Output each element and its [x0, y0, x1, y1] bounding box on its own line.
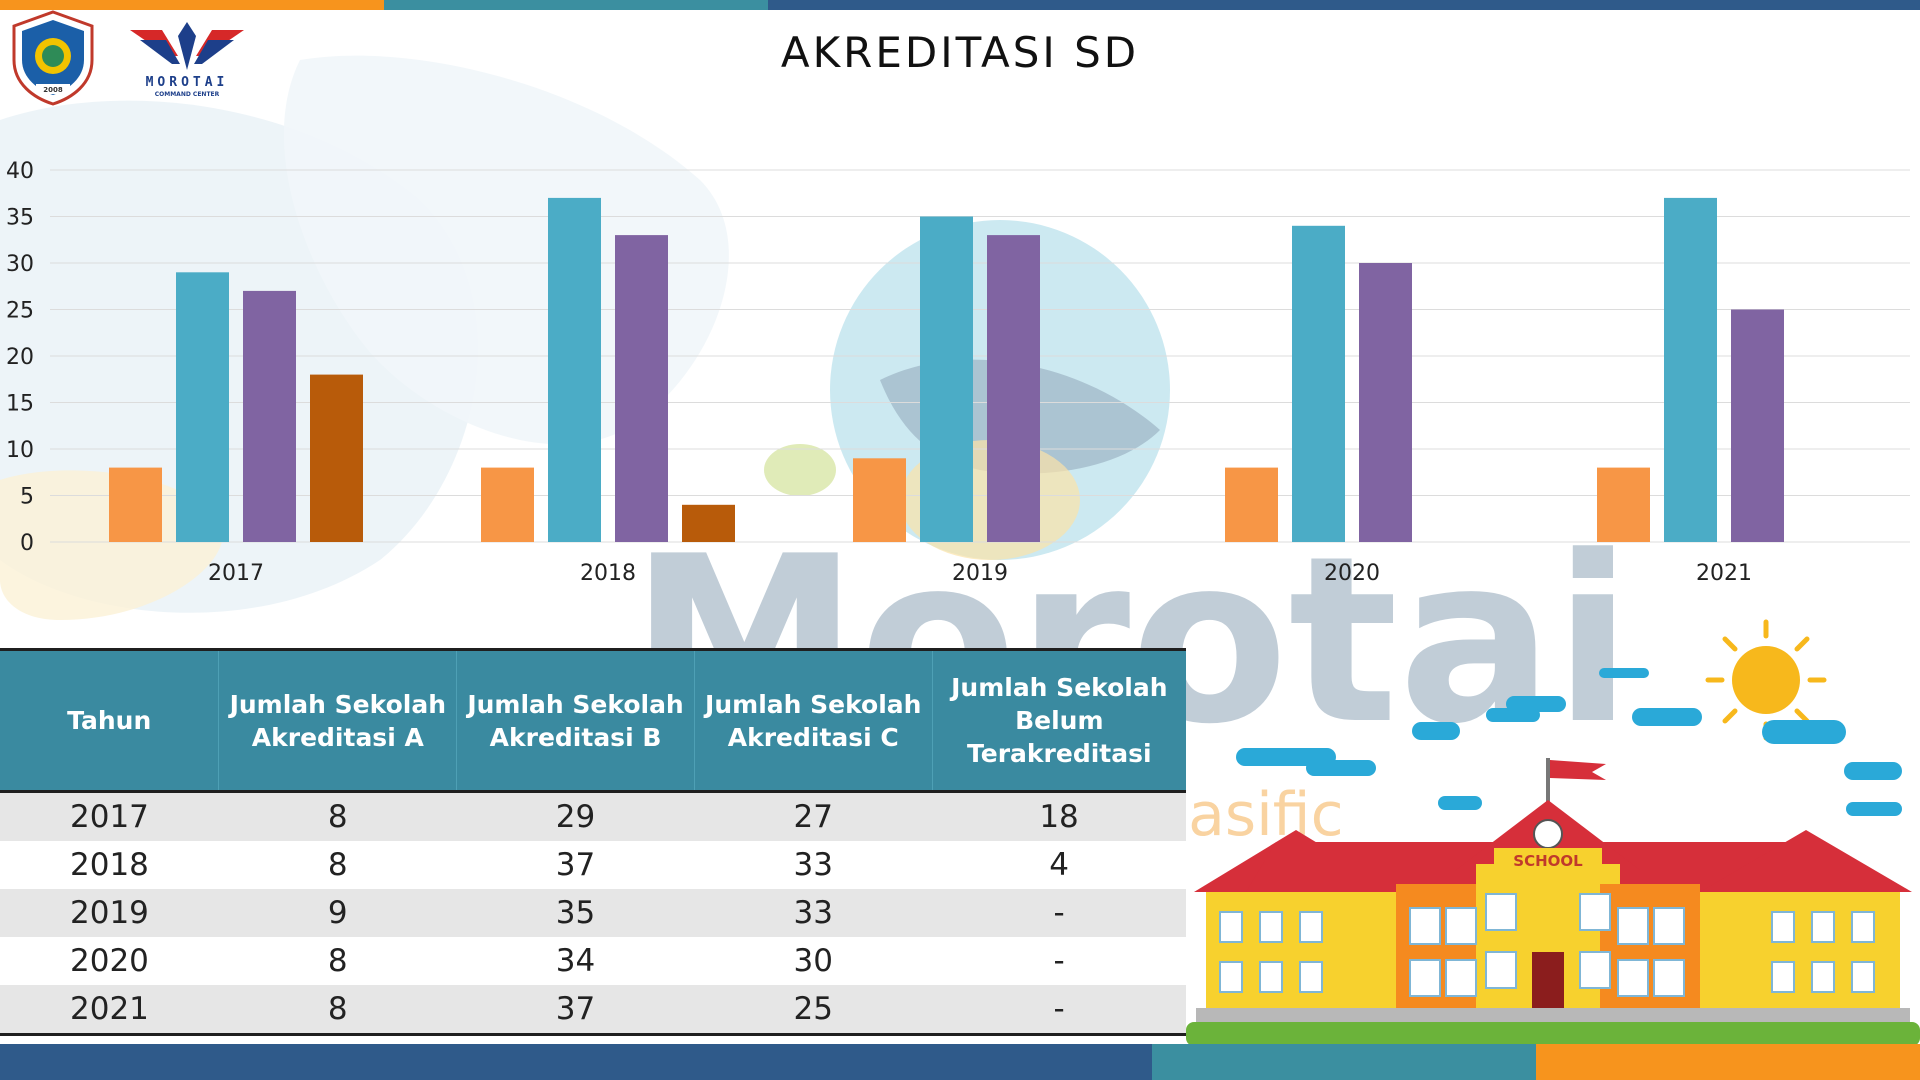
header-akreditasi-b: Jumlah Sekolah Akreditasi B: [456, 649, 695, 792]
accreditation-table: Tahun Jumlah Sekolah Akreditasi A Jumlah…: [0, 648, 1186, 1036]
bar: [682, 504, 735, 542]
y-tick-label: 15: [6, 392, 34, 417]
table-row: 2020 8 34 30 -: [0, 937, 1186, 985]
cell-belum: -: [1053, 943, 1065, 979]
logo-brand-subtext: COMMAND CENTER: [155, 91, 220, 98]
school-sign-text: SCHOOL: [1513, 852, 1583, 870]
table-row: 2018 8 37 33 4: [0, 841, 1186, 889]
cell-tahun: 2018: [70, 847, 149, 883]
accreditation-bar-chart: 0 5 10 15 20 25 30 35 40 2017 2018 2019 2020 2021: [6, 159, 1910, 586]
bar: [987, 235, 1040, 542]
cell-akreditasi-c: 30: [793, 943, 833, 979]
bar: [1359, 263, 1412, 542]
cell-akreditasi-a: 9: [327, 895, 348, 931]
x-tick-label: 2017: [208, 561, 264, 586]
cloud-shapes: [1236, 668, 1902, 816]
morotai-command-center-logo: MOROTAI COMMAND CENTER: [130, 22, 244, 98]
seal-year-text: 2008: [43, 86, 63, 94]
bottom-bar-blue-2: [384, 1044, 768, 1080]
x-tick-label: 2019: [952, 561, 1008, 586]
regency-seal-logo: 2008: [12, 10, 94, 106]
table-row: 2021 8 37 25 -: [0, 985, 1186, 1035]
cell-akreditasi-a: 8: [327, 943, 348, 979]
table-header-row: Tahun Jumlah Sekolah Akreditasi A Jumlah…: [0, 649, 1186, 792]
cell-akreditasi-b: 37: [555, 991, 596, 1027]
top-bar-blue-2: [1152, 0, 1536, 10]
bar: [1225, 467, 1278, 542]
y-tick-label: 35: [6, 206, 34, 231]
bottom-bar-blue: [0, 1044, 384, 1080]
y-tick-label: 20: [6, 345, 34, 370]
bar: [1292, 225, 1345, 543]
bar: [109, 467, 162, 542]
y-tick-label: 30: [6, 252, 34, 277]
cell-tahun: 2019: [70, 895, 149, 931]
x-tick-label: 2021: [1696, 561, 1752, 586]
top-bar-blue: [768, 0, 1152, 10]
cell-akreditasi-b: 35: [555, 895, 596, 931]
top-bar-teal: [384, 0, 768, 10]
bottom-bar-teal: [1152, 1044, 1536, 1080]
cell-tahun: 2017: [70, 799, 149, 835]
x-tick-label: 2020: [1324, 561, 1380, 586]
header-akreditasi-c: Jumlah Sekolah Akreditasi C: [694, 649, 933, 792]
cell-belum: 4: [1049, 847, 1069, 883]
bar: [243, 290, 296, 542]
sun-icon: [1705, 619, 1827, 741]
bar: [1731, 309, 1784, 542]
bar: [853, 458, 906, 542]
bar: [1664, 197, 1717, 542]
bar: [548, 197, 601, 542]
top-bar-blue-3: [1536, 0, 1920, 10]
bar: [1597, 467, 1650, 542]
cell-akreditasi-c: 33: [793, 847, 833, 883]
bottom-color-bar: [0, 1044, 1920, 1080]
top-color-bar: [0, 0, 1920, 10]
cell-tahun: 2021: [70, 991, 149, 1027]
cell-tahun: 2020: [70, 943, 149, 979]
header-tahun: Tahun: [0, 649, 220, 792]
table-row: 2019 9 35 33 -: [0, 889, 1186, 937]
table-row: 2017 8 29 27 18: [0, 791, 1186, 841]
cell-belum: -: [1053, 895, 1065, 931]
y-tick-label: 5: [20, 485, 34, 510]
cell-akreditasi-a: 8: [327, 847, 348, 883]
header-akreditasi-a: Jumlah Sekolah Akreditasi A: [218, 649, 458, 792]
page-title: AKREDITASI SD: [780, 28, 1140, 77]
y-tick-label: 0: [20, 531, 34, 556]
cell-akreditasi-c: 33: [793, 895, 833, 931]
school-illustration: SCHOOL: [1186, 619, 1920, 1046]
logo-brand-text: MOROTAI: [146, 75, 229, 90]
cell-akreditasi-c: 25: [793, 991, 833, 1027]
bar: [615, 235, 668, 542]
y-tick-label: 40: [6, 159, 34, 184]
y-tick-label: 10: [6, 438, 34, 463]
header-belum-terakreditasi: Jumlah Sekolah Belum Terakreditasi: [951, 673, 1168, 768]
bar: [481, 467, 534, 542]
cell-akreditasi-b: 37: [555, 847, 596, 883]
cell-belum: 18: [1039, 799, 1079, 835]
cell-akreditasi-b: 34: [555, 943, 596, 979]
cell-akreditasi-b: 29: [555, 799, 596, 835]
y-tick-label: 25: [6, 299, 34, 324]
bar: [920, 216, 973, 542]
x-tick-label: 2018: [580, 561, 636, 586]
bottom-bar-blue-3: [768, 1044, 1152, 1080]
cell-akreditasi-a: 8: [327, 991, 348, 1027]
cell-akreditasi-c: 27: [793, 799, 833, 835]
cell-belum: -: [1053, 991, 1065, 1027]
top-bar-orange: [0, 0, 384, 10]
bar: [176, 272, 229, 542]
bar: [310, 374, 363, 542]
bottom-bar-orange: [1536, 1044, 1920, 1080]
cell-akreditasi-a: 8: [327, 799, 348, 835]
